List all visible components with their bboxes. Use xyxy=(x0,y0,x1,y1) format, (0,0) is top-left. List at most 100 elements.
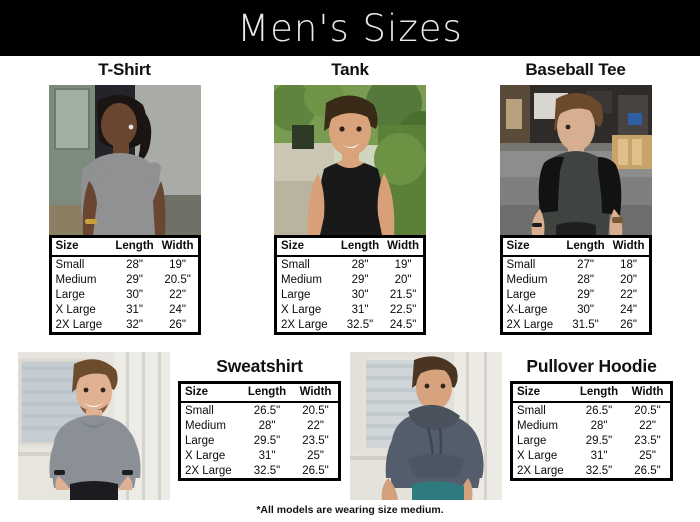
cell-length: 31.5" xyxy=(572,318,599,331)
cell-size: 2X Large xyxy=(55,318,103,331)
product-card-pullover-hoodie: Pullover Hoodie Size Length Width Small … xyxy=(350,352,682,500)
cell-length: 28" xyxy=(126,258,143,271)
product-info-pullover-hoodie: Pullover Hoodie Size Length Width Small … xyxy=(510,352,673,481)
cell-width: 26" xyxy=(169,318,187,331)
table-header-row: Size Length Width xyxy=(50,236,199,257)
table-row: Large 30" 21.5" xyxy=(276,287,425,302)
column-header-size: Size xyxy=(179,382,241,403)
product-photo-tank xyxy=(274,85,426,235)
cell-size: Small xyxy=(281,258,310,271)
table-row: Medium 28" 20" xyxy=(501,272,650,287)
product-title-t-shirt: T-Shirt xyxy=(98,60,151,79)
cell-length: 32" xyxy=(126,318,143,331)
cell-width: 23.5" xyxy=(634,434,661,447)
footnote: *All models are wearing size medium. xyxy=(256,504,444,516)
table-row: Large 29.5" 23.5" xyxy=(180,433,340,448)
cell-size: 2X Large xyxy=(506,318,554,331)
page-header-banner: Men's Sizes xyxy=(0,0,700,56)
cell-width: 22.5" xyxy=(389,303,417,316)
cell-size: Large xyxy=(517,434,547,447)
cell-length: 32.5" xyxy=(253,464,281,477)
cell-length: 26.5" xyxy=(585,404,613,417)
table-row: Large 29.5" 23.5" xyxy=(512,433,672,448)
table-row: Large 30" 22" xyxy=(50,287,199,302)
table-row: 2X Large 32.5" 24.5" xyxy=(276,317,425,334)
table-header-row: Size Length Width xyxy=(179,382,340,403)
cell-size: 2X Large xyxy=(517,464,564,477)
cell-width: 26.5" xyxy=(634,464,661,477)
product-card-sweatshirt: Sweatshirt Size Length Width Small 26.5"… xyxy=(18,352,350,500)
table-row: Small 26.5" 20.5" xyxy=(512,402,672,418)
column-header-length: Length xyxy=(111,236,158,257)
cell-length: 31" xyxy=(258,449,276,462)
table-row: Medium 29" 20" xyxy=(276,272,425,287)
cell-width: 20" xyxy=(620,273,638,286)
cell-width: 19" xyxy=(169,258,187,271)
table-row: X Large 31" 25" xyxy=(180,448,340,463)
table-header-row: Size Length Width xyxy=(511,382,672,403)
cell-size: 2X Large xyxy=(281,318,328,331)
product-photo-sweatshirt xyxy=(18,352,170,500)
cell-length: 26.5" xyxy=(253,404,281,417)
cell-width: 25" xyxy=(639,449,656,462)
table-row: Small 28" 19" xyxy=(50,256,199,272)
cell-width: 22" xyxy=(169,288,187,301)
table-row: 2X Large 31.5" 26" xyxy=(501,317,650,334)
cell-size: X Large xyxy=(517,449,558,462)
cell-width: 20.5" xyxy=(634,404,661,417)
cell-length: 30" xyxy=(577,303,594,316)
cell-size: Medium xyxy=(517,419,558,432)
cell-width: 22" xyxy=(307,419,324,432)
cell-size: Medium xyxy=(281,273,322,286)
cell-width: 26" xyxy=(620,318,638,331)
cell-size: Small xyxy=(55,258,85,271)
cell-length: 31" xyxy=(351,303,369,316)
cell-width: 19" xyxy=(394,258,412,271)
column-header-size: Size xyxy=(50,236,112,257)
cell-size: X-Large xyxy=(506,303,548,316)
product-photo-t-shirt xyxy=(48,85,201,235)
cell-size: Small xyxy=(506,258,536,271)
table-row: X Large 31" 22.5" xyxy=(276,302,425,317)
product-info-sweatshirt: Sweatshirt Size Length Width Small 26.5"… xyxy=(178,352,341,481)
column-header-width: Width xyxy=(608,236,650,257)
cell-length: 28" xyxy=(351,258,369,271)
cell-width: 22" xyxy=(639,419,656,432)
product-row-top: T-Shirt xyxy=(0,56,700,352)
cell-width: 20" xyxy=(394,273,412,286)
page-title: Men's Sizes xyxy=(237,6,463,50)
cell-length: 31" xyxy=(590,449,608,462)
cell-size: 2X Large xyxy=(185,464,232,477)
table-row: X-Large 30" 24" xyxy=(501,302,650,317)
cell-length: 32.5" xyxy=(346,318,374,331)
column-header-size: Size xyxy=(511,382,573,403)
column-header-length: Length xyxy=(336,236,384,257)
cell-size: Small xyxy=(185,404,214,417)
cell-length: 30" xyxy=(126,288,143,301)
column-header-length: Length xyxy=(562,236,609,257)
cell-length: 31" xyxy=(126,303,143,316)
cell-length: 29.5" xyxy=(585,434,613,447)
table-row: Large 29" 22" xyxy=(501,287,650,302)
table-header-row: Size Length Width xyxy=(275,236,425,257)
cell-size: Medium xyxy=(185,419,226,432)
cell-size: Medium xyxy=(55,273,97,286)
table-header-row: Size Length Width xyxy=(501,236,650,257)
product-card-baseball-tee: Baseball Tee xyxy=(473,56,678,352)
product-photo-baseball-tee xyxy=(499,85,652,235)
size-table-baseball-tee: Size Length Width Small 27" 18" Medium 2… xyxy=(499,235,652,335)
product-card-tank: Tank xyxy=(248,56,453,352)
cell-width: 24" xyxy=(620,303,638,316)
column-header-size: Size xyxy=(275,236,337,257)
product-photo-pullover-hoodie xyxy=(350,352,502,500)
cell-size: X Large xyxy=(55,303,96,316)
table-row: X Large 31" 25" xyxy=(512,448,672,463)
cell-size: X Large xyxy=(185,449,226,462)
cell-size: Small xyxy=(517,404,546,417)
table-row: Small 28" 19" xyxy=(276,256,425,272)
table-row: 2X Large 32.5" 26.5" xyxy=(512,463,672,480)
table-row: Medium 28" 22" xyxy=(180,418,340,433)
cell-length: 27" xyxy=(577,258,594,271)
product-photo-wrap-pullover-hoodie xyxy=(350,352,502,500)
product-card-t-shirt: T-Shirt xyxy=(22,56,227,352)
